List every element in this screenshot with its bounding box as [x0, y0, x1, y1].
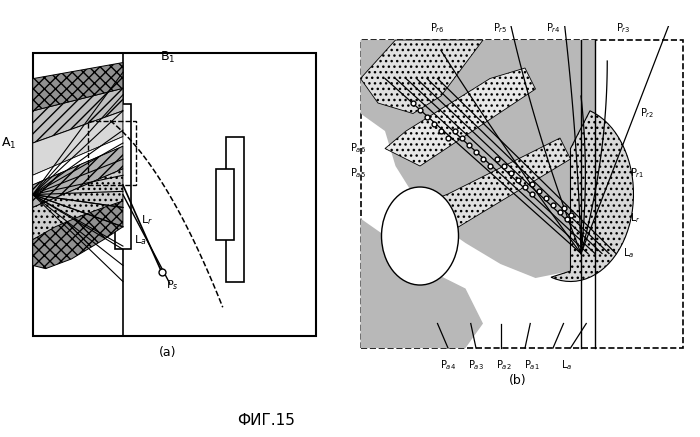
Text: ФИГ.15: ФИГ.15 — [237, 413, 295, 428]
Text: L$_a$: L$_a$ — [623, 246, 634, 260]
Polygon shape — [413, 138, 570, 229]
Text: P$_{a1}$: P$_{a1}$ — [524, 358, 540, 372]
Bar — [360, 40, 682, 348]
Ellipse shape — [382, 187, 458, 285]
Bar — [226, 137, 244, 281]
Text: P$_{a5}$: P$_{a5}$ — [350, 166, 366, 180]
Polygon shape — [33, 137, 123, 185]
Text: P$_{r2}$: P$_{r2}$ — [640, 107, 654, 121]
Polygon shape — [551, 111, 634, 281]
Polygon shape — [33, 88, 123, 143]
Text: L$_a$: L$_a$ — [134, 233, 147, 246]
Polygon shape — [385, 68, 536, 166]
Polygon shape — [360, 40, 483, 114]
Text: P$_s$: P$_s$ — [167, 278, 179, 292]
Polygon shape — [360, 40, 595, 278]
Text: P$_{r4}$: P$_{r4}$ — [545, 21, 561, 35]
Text: P$_{r1}$: P$_{r1}$ — [630, 166, 645, 180]
Text: L$_a$: L$_a$ — [561, 358, 573, 372]
Polygon shape — [33, 146, 123, 208]
Text: P$_{a6}$: P$_{a6}$ — [350, 142, 366, 156]
Text: P$_{r6}$: P$_{r6}$ — [430, 21, 444, 35]
Polygon shape — [33, 169, 123, 239]
Text: L$_r$: L$_r$ — [141, 214, 153, 227]
Polygon shape — [33, 111, 123, 175]
Polygon shape — [360, 218, 483, 348]
Text: (b): (b) — [509, 374, 527, 387]
Text: P$_{a4}$: P$_{a4}$ — [440, 358, 456, 372]
Text: A$_1$: A$_1$ — [1, 135, 17, 151]
Text: L$_r$: L$_r$ — [630, 212, 640, 225]
Text: (a): (a) — [160, 346, 176, 359]
Text: P$_{a3}$: P$_{a3}$ — [468, 358, 484, 372]
Bar — [216, 169, 234, 239]
Text: B$_1$: B$_1$ — [160, 50, 176, 65]
Bar — [88, 121, 136, 185]
Text: P$_{a2}$: P$_{a2}$ — [496, 358, 512, 372]
Polygon shape — [33, 201, 123, 269]
Text: P$_{r3}$: P$_{r3}$ — [616, 21, 630, 35]
Bar — [115, 104, 131, 250]
Polygon shape — [33, 62, 123, 111]
Bar — [33, 53, 316, 336]
Text: P$_{r5}$: P$_{r5}$ — [494, 21, 508, 35]
